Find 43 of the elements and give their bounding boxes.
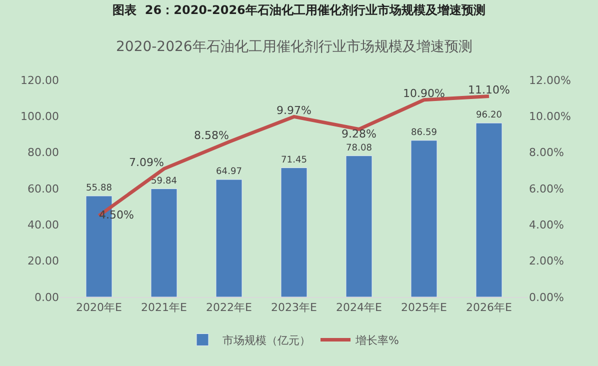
x-tick-label: 2021年E bbox=[141, 301, 188, 314]
y-tick-label: 80.00 bbox=[28, 146, 59, 160]
data-label: 78.08 bbox=[346, 143, 372, 154]
legend-label: 市场规模（亿元） bbox=[222, 334, 310, 347]
chart-title: 图表 26：2020-2026年石油化工用催化剂行业市场规模及增速预测 bbox=[112, 2, 486, 17]
y-tick-label: 20.00 bbox=[28, 254, 59, 268]
y-tick-label: 120.00 bbox=[20, 74, 59, 87]
y-tick-label: 100.00 bbox=[20, 110, 59, 124]
bar bbox=[346, 156, 372, 297]
x-tick-label: 2020年E bbox=[76, 301, 122, 314]
y2-tick-label: 2.00% bbox=[529, 254, 564, 268]
x-tick-label: 2025年E bbox=[401, 301, 448, 314]
x-tick-label: 2023年E bbox=[271, 301, 318, 314]
bar bbox=[280, 168, 308, 297]
x-tick-label: 2022年E bbox=[206, 301, 252, 314]
bar bbox=[150, 188, 178, 297]
data-label: 9.97% bbox=[276, 104, 312, 117]
y2-tick-label: 8.00% bbox=[529, 146, 564, 160]
y2-tick-label: 10.00% bbox=[529, 110, 571, 124]
y-tick-label: 40.00 bbox=[28, 218, 59, 232]
data-label: 11.10% bbox=[468, 84, 510, 97]
y-tick-label: 0.00 bbox=[34, 290, 59, 304]
legend-label: 增长率% bbox=[354, 334, 399, 347]
y2-tick-label: 6.00% bbox=[529, 182, 564, 196]
x-tick-label: 2026年E bbox=[466, 301, 512, 314]
data-label: 64.97 bbox=[216, 167, 242, 178]
data-label: 71.45 bbox=[281, 155, 307, 166]
y2-tick-label: 0.00% bbox=[529, 290, 564, 304]
y-tick-label: 60.00 bbox=[28, 182, 59, 196]
bar bbox=[216, 179, 242, 297]
y2-tick-label: 4.00% bbox=[529, 218, 564, 232]
data-label: 9.28% bbox=[342, 127, 376, 140]
data-label: 10.90% bbox=[403, 87, 445, 100]
chart-subtitle: 2020-2026年石油化工用催化剂行业市场规模及增速预测 bbox=[116, 39, 472, 55]
data-label: 96.20 bbox=[476, 110, 502, 121]
y2-tick-label: 12.00% bbox=[529, 74, 571, 87]
x-tick-label: 2024年E bbox=[336, 301, 382, 314]
bar bbox=[476, 122, 502, 297]
bar bbox=[410, 140, 438, 297]
data-label: 7.09% bbox=[129, 156, 164, 170]
data-label: 8.58% bbox=[194, 129, 229, 142]
data-label: 55.88 bbox=[86, 183, 112, 194]
data-label: 86.59 bbox=[411, 128, 438, 138]
